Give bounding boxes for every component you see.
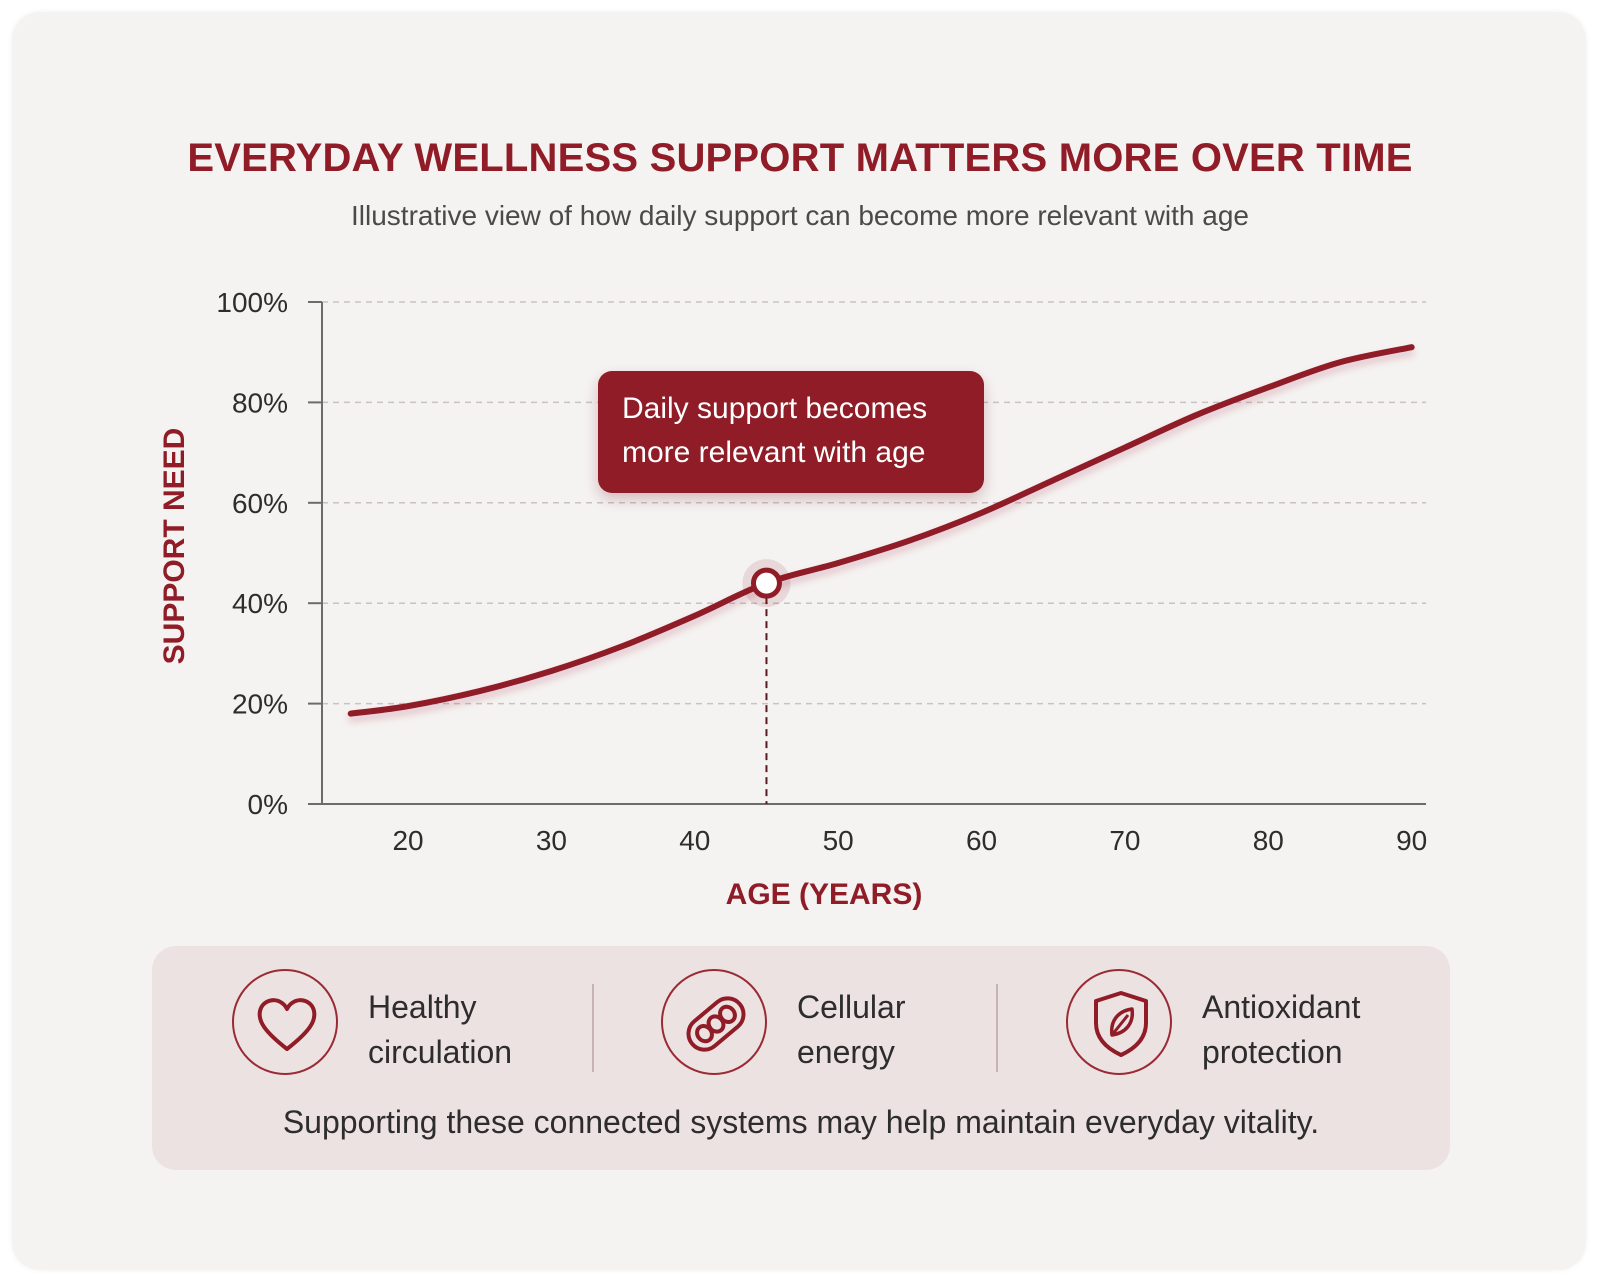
panel-divider xyxy=(592,984,594,1072)
feature-label: Healthy circulation xyxy=(368,985,512,1075)
footer-text: Supporting these connected systems may h… xyxy=(282,1104,1320,1140)
x-tick-label: 90 xyxy=(1396,825,1427,856)
feature-line-2: energy xyxy=(797,1034,895,1070)
highlight-point xyxy=(750,567,782,599)
x-tick-label: 20 xyxy=(392,825,423,856)
feature-line-2: circulation xyxy=(368,1034,513,1070)
feature-line-1: Cellular xyxy=(797,989,906,1025)
feature-line-1: Healthy xyxy=(368,989,477,1025)
x-tick-label: 70 xyxy=(1109,825,1140,856)
mitochondria-icon xyxy=(686,996,746,1052)
x-tick-label: 50 xyxy=(823,825,854,856)
shield-leaf-icon xyxy=(1094,991,1148,1057)
feature-line-2: protection xyxy=(1202,1034,1343,1070)
benefits-panel xyxy=(152,946,1450,1170)
y-tick-label: 40% xyxy=(232,588,288,619)
x-axis-title: AGE (YEARS) xyxy=(726,878,923,911)
chart-subtitle: Illustrative view of how daily support c… xyxy=(351,200,1249,231)
feature-label: Antioxidant protection xyxy=(1202,985,1360,1075)
panel-divider xyxy=(996,984,998,1072)
heart-icon-circle xyxy=(232,969,338,1075)
y-tick-label: 20% xyxy=(232,689,288,720)
callout-line-1: Daily support becomes xyxy=(622,392,928,425)
x-tick-label: 60 xyxy=(966,825,997,856)
y-tick-label: 60% xyxy=(232,488,288,519)
callout-line-2: more relevant with age xyxy=(622,436,926,469)
mitochondria-icon-circle xyxy=(661,969,767,1075)
heart-icon xyxy=(257,998,317,1051)
callout-box: Daily support becomes more relevant with… xyxy=(598,371,984,493)
x-tick-label: 40 xyxy=(679,825,710,856)
feature-label: Cellular energy xyxy=(797,985,905,1075)
y-tick-label: 0% xyxy=(248,789,288,820)
chart-title: EVERYDAY WELLNESS SUPPORT MATTERS MORE O… xyxy=(187,136,1413,180)
series-line xyxy=(347,344,1415,717)
y-tick-label: 100% xyxy=(216,287,288,318)
x-tick-label: 30 xyxy=(536,825,567,856)
x-tick-label: 80 xyxy=(1253,825,1284,856)
y-tick-label: 80% xyxy=(232,387,288,418)
feature-line-1: Antioxidant xyxy=(1202,989,1361,1025)
y-axis-title: SUPPORT NEED xyxy=(158,428,191,665)
shield-leaf-icon-circle xyxy=(1066,969,1172,1075)
